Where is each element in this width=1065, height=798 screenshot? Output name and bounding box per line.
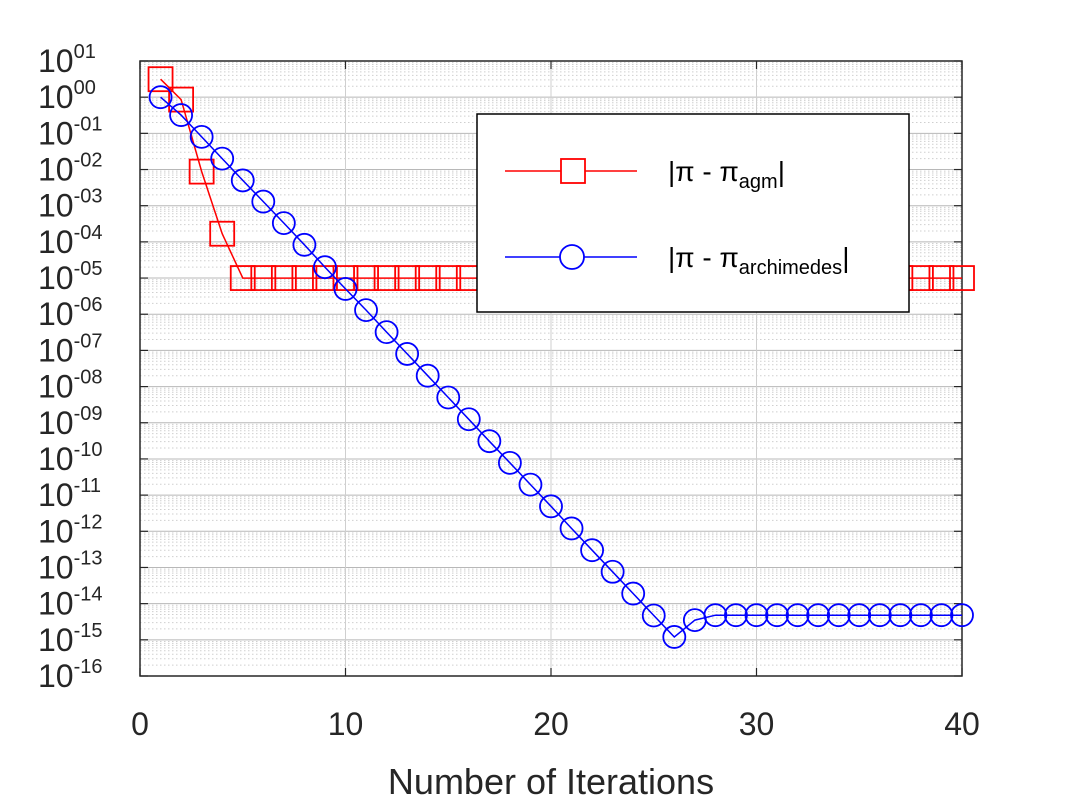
y-tick-label: 10-15 bbox=[38, 620, 103, 658]
data-point-square bbox=[291, 265, 318, 291]
data-point-circle bbox=[765, 603, 789, 628]
y-tick-labels: 1001100010-0110-0210-0310-0410-0510-0610… bbox=[38, 41, 103, 694]
y-tick-label: 10-05 bbox=[38, 258, 103, 296]
x-tick-label: 40 bbox=[944, 706, 980, 742]
series-archimedes bbox=[148, 85, 974, 649]
y-tick-label: 1000 bbox=[38, 77, 96, 115]
x-tick-label: 30 bbox=[739, 706, 775, 742]
y-tick-label: 10-16 bbox=[38, 656, 103, 694]
data-point-square bbox=[147, 66, 174, 93]
data-point-circle bbox=[210, 146, 235, 171]
data-point-circle bbox=[436, 385, 461, 410]
data-point-circle bbox=[909, 603, 933, 628]
data-point-square bbox=[209, 220, 236, 247]
data-point-square bbox=[373, 265, 400, 291]
data-point-circle bbox=[929, 603, 954, 628]
data-point-square bbox=[949, 265, 975, 291]
data-point-circle bbox=[292, 232, 317, 257]
data-point-circle bbox=[703, 603, 728, 628]
data-point-circle bbox=[950, 603, 974, 628]
data-point-circle bbox=[806, 603, 831, 628]
y-tick-label: 10-01 bbox=[38, 113, 103, 151]
legend-label-agm: |π - πagm| bbox=[668, 156, 785, 193]
y-tick-label: 10-10 bbox=[38, 439, 103, 477]
legend-marker-agm bbox=[560, 158, 586, 184]
x-tick-label: 0 bbox=[131, 706, 149, 742]
data-point-circle bbox=[497, 450, 522, 475]
data-point-circle bbox=[189, 124, 214, 149]
data-point-circle bbox=[230, 168, 255, 193]
axes bbox=[139, 60, 963, 677]
data-point-square bbox=[353, 265, 379, 291]
y-tick-label: 10-08 bbox=[38, 367, 103, 405]
x-axis-label: Number of Iterations bbox=[388, 761, 714, 798]
data-point-circle bbox=[313, 255, 337, 280]
data-point-circle bbox=[724, 603, 748, 628]
data-point-circle bbox=[826, 603, 851, 628]
data-point-square bbox=[270, 265, 297, 291]
legend-box bbox=[476, 113, 910, 313]
x-tick-label: 10 bbox=[328, 706, 364, 742]
y-tick-label: 10-06 bbox=[38, 294, 103, 332]
y-tick-label: 10-09 bbox=[38, 403, 103, 441]
data-point-square bbox=[435, 265, 462, 291]
data-point-circle bbox=[744, 603, 769, 628]
y-tick-label: 10-02 bbox=[38, 150, 103, 188]
data-point-circle bbox=[662, 625, 687, 649]
data-point-circle bbox=[518, 472, 543, 497]
data-point-circle bbox=[785, 603, 810, 628]
legend-marker-archimedes bbox=[559, 244, 585, 270]
data-point-circle bbox=[600, 559, 625, 584]
legend-label-archimedes: |π - πarchimedes| bbox=[668, 242, 849, 279]
x-tick-label: 20 bbox=[533, 706, 569, 742]
y-tick-label: 10-07 bbox=[38, 330, 103, 368]
data-point-circle bbox=[374, 320, 399, 345]
x-tick-labels: 0 10 20 30 40 bbox=[131, 706, 980, 742]
data-point-circle bbox=[867, 603, 892, 628]
legend: |π - πagm| |π - πarchimedes| bbox=[476, 113, 910, 313]
data-point-square bbox=[394, 265, 421, 291]
data-point-circle bbox=[271, 211, 296, 236]
data-point-circle bbox=[477, 429, 502, 454]
data-point-circle bbox=[559, 516, 584, 541]
y-tick-label: 10-13 bbox=[38, 547, 103, 585]
y-tick-label: 1001 bbox=[38, 41, 96, 79]
data-point-square bbox=[332, 265, 359, 291]
data-point-circle bbox=[621, 581, 646, 606]
data-point-square bbox=[229, 265, 256, 291]
data-point-circle bbox=[148, 85, 173, 110]
data-point-square bbox=[188, 158, 215, 185]
data-point-circle bbox=[251, 189, 276, 214]
y-tick-label: 10-04 bbox=[38, 222, 103, 260]
data-point-circle bbox=[169, 103, 194, 127]
y-tick-label: 10-14 bbox=[38, 584, 103, 622]
data-point-circle bbox=[888, 603, 913, 628]
data-point-circle bbox=[580, 538, 604, 563]
data-point-square bbox=[250, 265, 277, 291]
data-point-circle bbox=[847, 603, 872, 628]
data-point-circle bbox=[456, 407, 481, 432]
data-point-circle bbox=[354, 298, 378, 323]
data-point-circle bbox=[641, 603, 666, 628]
y-tick-label: 10-12 bbox=[38, 511, 103, 549]
y-tick-label: 10-11 bbox=[38, 475, 101, 513]
data-point-circle bbox=[333, 277, 358, 301]
data-point-circle bbox=[395, 342, 420, 366]
data-point-square bbox=[168, 86, 195, 113]
data-point-square bbox=[928, 265, 955, 291]
data-point-circle bbox=[415, 363, 440, 388]
data-point-square bbox=[414, 265, 441, 291]
y-tick-label: 10-03 bbox=[38, 186, 103, 224]
data-point-circle bbox=[539, 494, 563, 519]
